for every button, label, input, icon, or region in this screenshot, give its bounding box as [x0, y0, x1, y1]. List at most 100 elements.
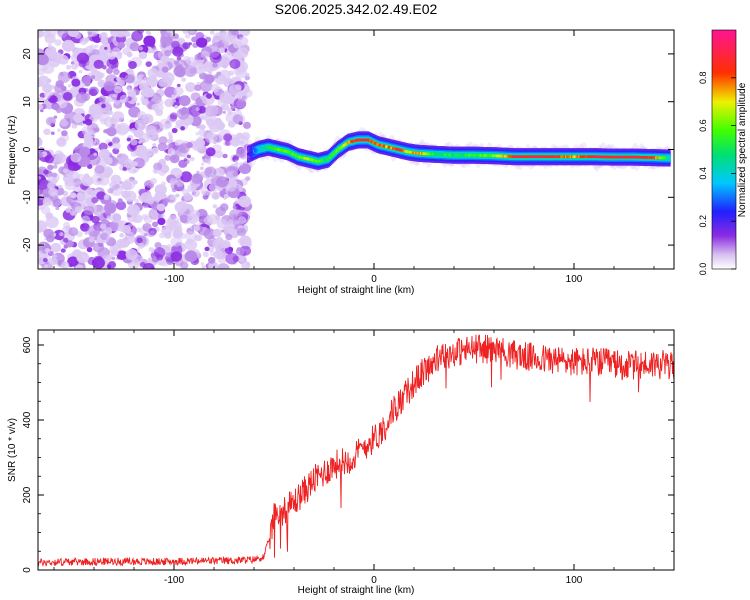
noise-blob [147, 68, 159, 79]
noise-blob [40, 109, 44, 113]
noise-blob [103, 81, 115, 92]
noise-blob [61, 130, 68, 137]
noise-blob [202, 251, 209, 258]
noise-blob [84, 118, 93, 126]
noise-blob [57, 54, 69, 65]
noise-blob [225, 252, 239, 265]
noise-blob [176, 83, 181, 88]
noise-blob [47, 43, 52, 48]
noise-blob [65, 207, 72, 213]
noise-blob [167, 131, 173, 137]
noise-blob [53, 115, 58, 119]
noise-blob [158, 136, 168, 145]
ridge-cell [435, 153, 438, 156]
ridge-cell [351, 140, 354, 143]
noise-blob [113, 68, 120, 75]
noise-blob [236, 132, 244, 140]
noise-blob [106, 264, 112, 269]
noise-blob [206, 93, 212, 99]
noise-blob [43, 264, 49, 269]
ridge-cell [495, 154, 498, 158]
noise-blob [236, 147, 247, 158]
noise-blob [91, 75, 96, 79]
noise-blob [145, 61, 152, 67]
noise-blob [244, 75, 251, 81]
noise-blob [97, 231, 110, 244]
noise-blob [57, 71, 71, 83]
noise-blob [153, 162, 163, 171]
noise-blob [229, 59, 241, 69]
noise-blob [89, 44, 96, 51]
noise-blob [175, 68, 186, 78]
snr-panel: -100 0 100 0 200 400 600 Height of straight li… [7, 329, 675, 596]
noise-blob [231, 30, 238, 36]
noise-blob [173, 60, 180, 66]
noise-blob [220, 229, 225, 233]
noise-blob [93, 59, 104, 69]
noise-blob [82, 75, 91, 85]
noise-blob [208, 256, 216, 264]
noise-blob [137, 242, 145, 249]
y-tick-label: 400 [22, 411, 33, 428]
noise-blob [89, 36, 96, 42]
spectrogram-ridge [244, 127, 673, 174]
noise-blob [243, 121, 251, 129]
noise-blob [53, 254, 57, 258]
noise-blob [87, 30, 99, 37]
noise-blob [39, 196, 44, 200]
noise-blob [225, 182, 237, 192]
noise-blob [236, 99, 247, 109]
noise-blob [228, 247, 234, 251]
noise-blob [236, 47, 249, 59]
noise-blob [94, 44, 99, 48]
noise-blob [123, 158, 134, 169]
noise-blob [171, 94, 176, 98]
noise-blob [181, 77, 187, 82]
noise-blob [69, 202, 75, 207]
y-tick-label: 0 [22, 146, 33, 152]
noise-blob [206, 160, 211, 165]
noise-blob [179, 233, 187, 240]
ridge-cell [507, 155, 510, 158]
noise-blob [222, 110, 226, 114]
noise-blob [167, 215, 179, 226]
ridge-cell [387, 145, 390, 149]
noise-blob [66, 117, 71, 122]
noise-blob [164, 98, 174, 108]
noise-blob [156, 70, 165, 78]
noise-blob [234, 162, 239, 166]
x-tick-label: 0 [371, 274, 377, 285]
noise-blob [169, 178, 178, 186]
noise-blob [145, 30, 150, 35]
noise-blob [89, 88, 98, 97]
noise-blob [209, 51, 222, 64]
ridge-cell [477, 154, 480, 157]
noise-blob [99, 223, 107, 230]
ridge-cell [405, 150, 408, 153]
noise-blob [91, 197, 99, 204]
noise-blob [43, 128, 51, 136]
noise-blob [130, 139, 138, 146]
noise-blob [223, 133, 233, 142]
noise-blob [49, 257, 58, 266]
noise-blob [151, 103, 160, 111]
noise-blob [154, 242, 162, 249]
noise-blob [203, 216, 214, 225]
noise-blob [194, 234, 203, 242]
noise-blob [204, 131, 218, 144]
noise-blob [213, 89, 218, 93]
noise-blob [154, 184, 167, 196]
noise-blob [88, 237, 95, 243]
colorbar-tick-label: 0.6 [698, 119, 708, 132]
noise-blob [86, 247, 93, 253]
y-tick-label: 0 [22, 567, 33, 573]
noise-blob [189, 156, 195, 162]
noise-blob [174, 105, 179, 109]
noise-blob [109, 212, 122, 223]
noise-blob [222, 153, 228, 159]
noise-blob [201, 265, 206, 269]
noise-blob [112, 142, 121, 150]
noise-blob [60, 248, 66, 253]
noise-blob [112, 47, 121, 55]
noise-blob [65, 240, 74, 248]
